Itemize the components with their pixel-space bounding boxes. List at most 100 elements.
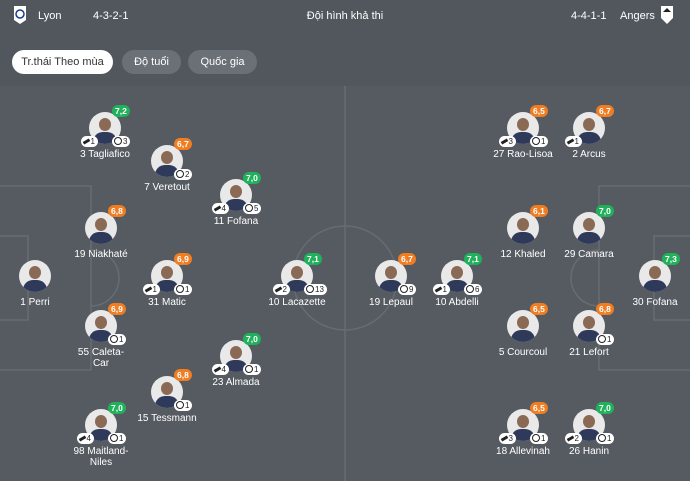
goal-count: 1 <box>185 285 190 294</box>
goal-icon <box>598 434 606 442</box>
player-card[interactable]: 7,0 4 1 23 Almada <box>196 333 276 388</box>
player-card[interactable]: 1 Perri <box>0 260 75 308</box>
home-team: Lyon <box>38 10 62 22</box>
player-card[interactable]: 6,9 1 1 31 Matic <box>127 253 207 308</box>
goal-badge: 1 <box>108 433 127 444</box>
avatar-head <box>583 118 595 131</box>
avatar-body <box>224 199 248 211</box>
avatar-body <box>511 429 535 441</box>
player-card[interactable]: 6,5 3 1 18 Allevinah <box>483 402 563 457</box>
player-name: 19 Lepaul <box>369 297 413 308</box>
player-name: 10 Abdelli <box>435 297 479 308</box>
goal-badge: 3 <box>112 136 131 147</box>
avatar-body <box>89 232 113 244</box>
assist-icon <box>78 435 86 442</box>
rating-badge: 6,8 <box>596 303 614 315</box>
assist-icon <box>500 435 508 442</box>
goal-count: 5 <box>254 204 259 213</box>
player-card[interactable]: 7,1 1 6 10 Abdelli <box>417 253 497 308</box>
assist-count: 4 <box>221 204 226 213</box>
avatar-head <box>649 266 661 279</box>
avatar-wrap: 6,8 1 <box>127 369 207 411</box>
goal-count: 1 <box>607 434 612 443</box>
avatar-wrap: 6,9 1 <box>61 303 141 345</box>
goal-icon <box>114 137 122 145</box>
avatar-body <box>577 429 601 441</box>
goal-icon <box>306 285 314 293</box>
assist-icon <box>82 138 90 145</box>
player-card[interactable]: 7,0 29 Camara <box>549 205 629 260</box>
avatar-body <box>23 280 47 292</box>
assist-icon <box>434 286 442 293</box>
player-card[interactable]: 6,1 12 Khaled <box>483 205 563 260</box>
goal-count: 2 <box>185 170 190 179</box>
goal-badge: 1 <box>596 433 615 444</box>
rating-badge: 6,5 <box>530 402 548 414</box>
avatar <box>19 260 51 292</box>
player-name: 7 Veretout <box>144 182 190 193</box>
away-formation: 4-4-1-1 <box>571 10 607 22</box>
home-logo <box>14 6 26 24</box>
avatar-head <box>291 266 303 279</box>
avatar-body <box>224 360 248 372</box>
player-card[interactable]: 6,5 5 Courcoul <box>483 303 563 358</box>
player-card[interactable]: 6,8 19 Niakhaté <box>61 205 141 260</box>
goal-count: 13 <box>315 285 324 294</box>
goal-count: 9 <box>409 285 414 294</box>
assist-badge: 4 <box>76 433 94 444</box>
rating-badge: 7,0 <box>108 402 126 414</box>
assist-icon <box>213 205 221 212</box>
goal-count: 1 <box>541 434 546 443</box>
avatar-head <box>161 266 173 279</box>
goal-badge: 1 <box>174 284 193 295</box>
player-card[interactable]: 6,8 1 15 Tessmann <box>127 369 207 424</box>
avatar-body <box>93 132 117 144</box>
rating-badge: 7,1 <box>464 253 482 265</box>
rating-badge: 7,3 <box>662 253 680 265</box>
player-card[interactable]: 6,9 1 55 Caleta-Car <box>61 303 141 369</box>
home-formation: 4-3-2-1 <box>93 10 129 22</box>
assist-badge: 4 <box>211 364 229 375</box>
player-card[interactable]: 6,7 9 19 Lepaul <box>351 253 431 308</box>
goal-count: 3 <box>123 137 128 146</box>
rating-badge: 6,7 <box>596 105 614 117</box>
assist-icon <box>274 286 282 293</box>
rating-badge: 7,1 <box>304 253 322 265</box>
avatar-head <box>95 316 107 329</box>
rating-badge: 6,9 <box>108 303 126 315</box>
avatar-head <box>29 266 41 279</box>
player-card[interactable]: 6,7 1 2 Arcus <box>549 105 629 160</box>
player-card[interactable]: 6,7 2 7 Veretout <box>127 138 207 193</box>
player-name: 29 Camara <box>564 249 614 260</box>
player-card[interactable]: 7,0 4 1 98 Maitland-Niles <box>61 402 141 468</box>
tab[interactable]: Độ tuổi <box>122 50 181 74</box>
goal-count: 6 <box>475 285 480 294</box>
avatar-head <box>230 185 242 198</box>
player-card[interactable]: 7,3 30 Fofana <box>615 253 690 308</box>
avatar-wrap: 6,8 1 <box>549 303 629 345</box>
player-card[interactable]: 6,5 3 1 27 Rao-Lisoa <box>483 105 563 160</box>
goal-badge: 1 <box>174 400 193 411</box>
avatar-wrap: 7,3 <box>615 253 690 292</box>
player-card[interactable]: 7,0 2 1 26 Hanin <box>549 402 629 457</box>
player-card[interactable]: 7,1 2 13 10 Lacazette <box>257 253 337 308</box>
assist-badge: 1 <box>564 136 582 147</box>
avatar-body <box>445 280 469 292</box>
player-card[interactable]: 7,2 1 3 3 Tagliafico <box>65 105 145 160</box>
goal-count: 1 <box>254 365 259 374</box>
player-card[interactable]: 6,8 1 21 Lefort <box>549 303 629 358</box>
avatar-body <box>511 232 535 244</box>
tab[interactable]: Quốc gia <box>188 50 257 74</box>
title: Đội hình khả thi <box>306 10 384 22</box>
tab[interactable]: Tr.thái Theo mùa <box>12 50 113 74</box>
avatar-body <box>89 330 113 342</box>
avatar-wrap: 6,5 3 1 <box>483 402 563 444</box>
assist-count: 4 <box>86 434 91 443</box>
goal-badge: 1 <box>243 364 262 375</box>
avatar-head <box>99 118 111 131</box>
assist-icon <box>213 366 221 373</box>
player-card[interactable]: 7,0 4 5 11 Fofana <box>196 172 276 227</box>
goal-icon <box>598 335 606 343</box>
player-name: 3 Tagliafico <box>80 149 130 160</box>
